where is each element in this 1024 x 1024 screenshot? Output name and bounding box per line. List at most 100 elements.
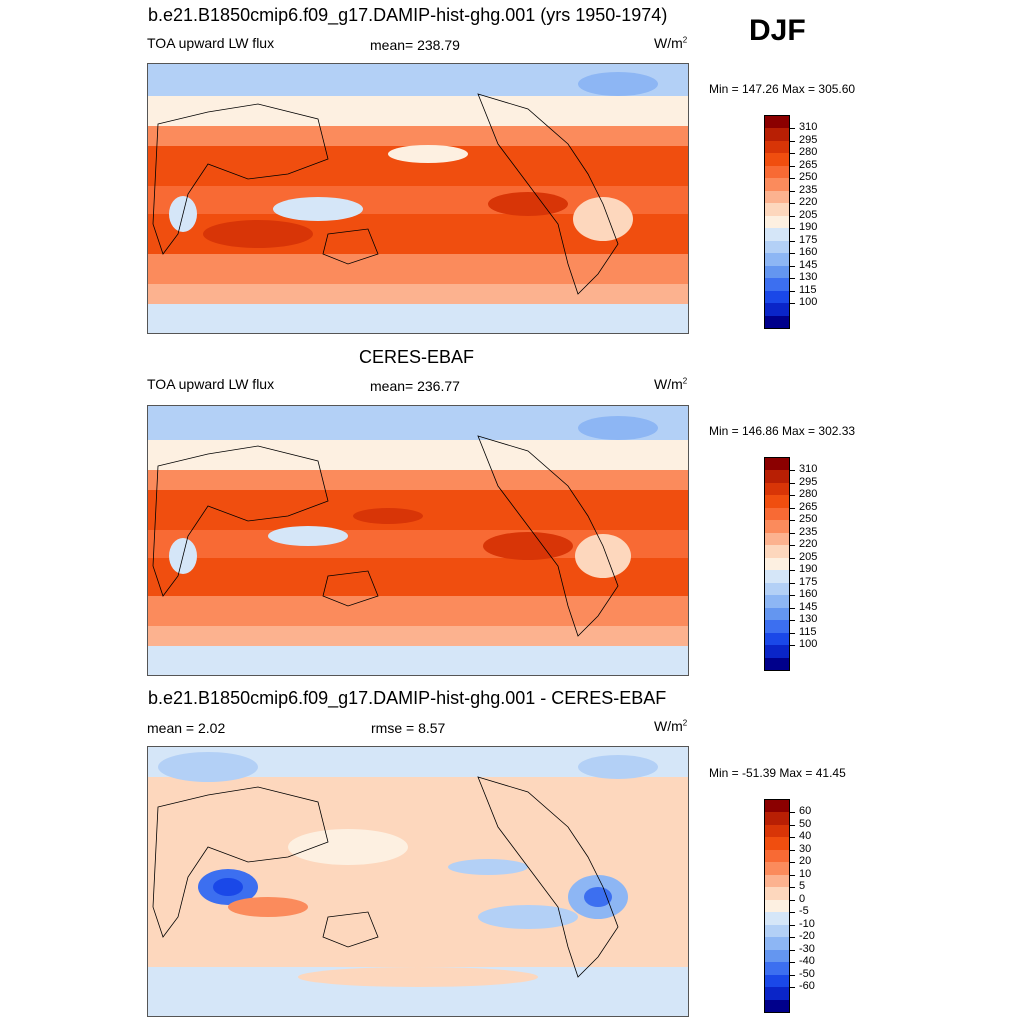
colorbar-swatch bbox=[765, 824, 789, 838]
colorbar-swatch bbox=[765, 595, 789, 609]
colorbar-tick bbox=[790, 165, 795, 167]
colorbar-label: -5 bbox=[799, 905, 809, 918]
colorbar-tick bbox=[790, 949, 795, 951]
colorbar-swatch bbox=[765, 657, 789, 671]
colorbar-label: 175 bbox=[799, 575, 818, 588]
panel3-units: W/m2 bbox=[654, 718, 688, 734]
panel3-title: b.e21.B1850cmip6.f09_g17.DAMIP-hist-ghg.… bbox=[148, 688, 667, 708]
colorbar-label: 190 bbox=[799, 563, 818, 576]
colorbar-swatch bbox=[765, 962, 789, 976]
colorbar-swatch bbox=[765, 924, 789, 938]
colorbar-swatch bbox=[765, 999, 789, 1013]
colorbar-swatch bbox=[765, 470, 789, 484]
colorbar-label: 295 bbox=[799, 133, 818, 146]
colorbar-swatch bbox=[765, 862, 789, 876]
colorbar-label: -10 bbox=[799, 917, 815, 930]
colorbar-label: 310 bbox=[799, 121, 818, 134]
colorbar-label: 265 bbox=[799, 158, 818, 171]
colorbar-label: 310 bbox=[799, 463, 818, 476]
colorbar-tick bbox=[790, 545, 795, 547]
panel3-mean-label: mean = 2.02 bbox=[147, 720, 226, 736]
panel3-minmax: Min = -51.39 Max = 41.45 bbox=[709, 766, 846, 780]
colorbar-label: 250 bbox=[799, 513, 818, 526]
colorbar-label: 205 bbox=[799, 550, 818, 563]
colorbar-swatch bbox=[765, 290, 789, 304]
colorbar-tick bbox=[790, 987, 795, 989]
panel3-colorbar bbox=[764, 799, 795, 1013]
colorbar-swatch bbox=[765, 128, 789, 142]
colorbar-label: 145 bbox=[799, 600, 818, 613]
colorbar-swatch bbox=[765, 949, 789, 963]
colorbar-swatch bbox=[765, 557, 789, 571]
colorbar-tick bbox=[790, 228, 795, 230]
colorbar-tick bbox=[790, 128, 795, 130]
colorbar-tick bbox=[790, 632, 795, 634]
colorbar-swatch bbox=[765, 532, 789, 546]
panel3-rmse-label: rmse = 8.57 bbox=[371, 720, 446, 736]
colorbar-swatch bbox=[765, 303, 789, 317]
colorbar-swatch bbox=[765, 874, 789, 888]
panel2-map bbox=[147, 405, 689, 676]
colorbar-label: 115 bbox=[799, 625, 817, 638]
colorbar-tick bbox=[790, 974, 795, 976]
colorbar-label: 0 bbox=[799, 892, 806, 905]
colorbar-label: 295 bbox=[799, 475, 818, 488]
colorbar-tick bbox=[790, 153, 795, 155]
colorbar-tick bbox=[790, 140, 795, 142]
colorbar-tick bbox=[790, 812, 795, 814]
colorbar-tick bbox=[790, 824, 795, 826]
colorbar-swatch bbox=[765, 253, 789, 267]
colorbar-tick bbox=[790, 203, 795, 205]
colorbar-swatch bbox=[765, 116, 789, 129]
colorbar-tick bbox=[790, 482, 795, 484]
colorbar-tick bbox=[790, 874, 795, 876]
colorbar-swatch bbox=[765, 495, 789, 509]
colorbar-tick bbox=[790, 507, 795, 509]
colorbar-tick bbox=[790, 570, 795, 572]
colorbar-tick bbox=[790, 595, 795, 597]
colorbar-swatch bbox=[765, 912, 789, 926]
colorbar-tick bbox=[790, 645, 795, 647]
colorbar-swatch bbox=[765, 632, 789, 646]
colorbar-tick bbox=[790, 582, 795, 584]
colorbar-label: 220 bbox=[799, 538, 818, 551]
colorbar-label: 175 bbox=[799, 233, 818, 246]
colorbar-swatch bbox=[765, 228, 789, 242]
colorbar-swatch bbox=[765, 987, 789, 1001]
colorbar-tick bbox=[790, 862, 795, 864]
colorbar-swatch bbox=[765, 190, 789, 204]
colorbar-swatch bbox=[765, 887, 789, 901]
panel1-minmax: Min = 147.26 Max = 305.60 bbox=[709, 82, 856, 96]
colorbar-tick bbox=[790, 887, 795, 889]
colorbar-swatch bbox=[765, 458, 789, 471]
panel1-units: W/m2 bbox=[654, 35, 688, 51]
colorbar-tick bbox=[790, 849, 795, 851]
colorbar-label: -40 bbox=[799, 955, 815, 968]
colorbar-tick bbox=[790, 962, 795, 964]
colorbar-tick bbox=[790, 532, 795, 534]
colorbar-swatch bbox=[765, 165, 789, 179]
colorbar-tick bbox=[790, 520, 795, 522]
panel2-title: CERES-EBAF bbox=[359, 347, 475, 367]
panel3-map bbox=[147, 746, 689, 1017]
colorbar-tick bbox=[790, 924, 795, 926]
colorbar-swatch bbox=[765, 203, 789, 217]
colorbar-label: 190 bbox=[799, 221, 818, 234]
colorbar-swatch bbox=[765, 570, 789, 584]
colorbar-tick bbox=[790, 899, 795, 901]
colorbar-swatch bbox=[765, 240, 789, 254]
colorbar-swatch bbox=[765, 482, 789, 496]
colorbar-swatch bbox=[765, 507, 789, 521]
colorbar-label: 100 bbox=[799, 296, 818, 309]
colorbar-swatch bbox=[765, 849, 789, 863]
colorbar-tick bbox=[790, 215, 795, 217]
colorbar-swatch bbox=[765, 837, 789, 851]
colorbar-label: 280 bbox=[799, 488, 818, 501]
colorbar-swatch bbox=[765, 582, 789, 596]
colorbar-tick bbox=[790, 620, 795, 622]
colorbar-tick bbox=[790, 178, 795, 180]
colorbar-label: -50 bbox=[799, 967, 815, 980]
colorbar-swatch bbox=[765, 607, 789, 621]
colorbar-tick bbox=[790, 303, 795, 305]
panel2-colorbar bbox=[764, 457, 795, 671]
